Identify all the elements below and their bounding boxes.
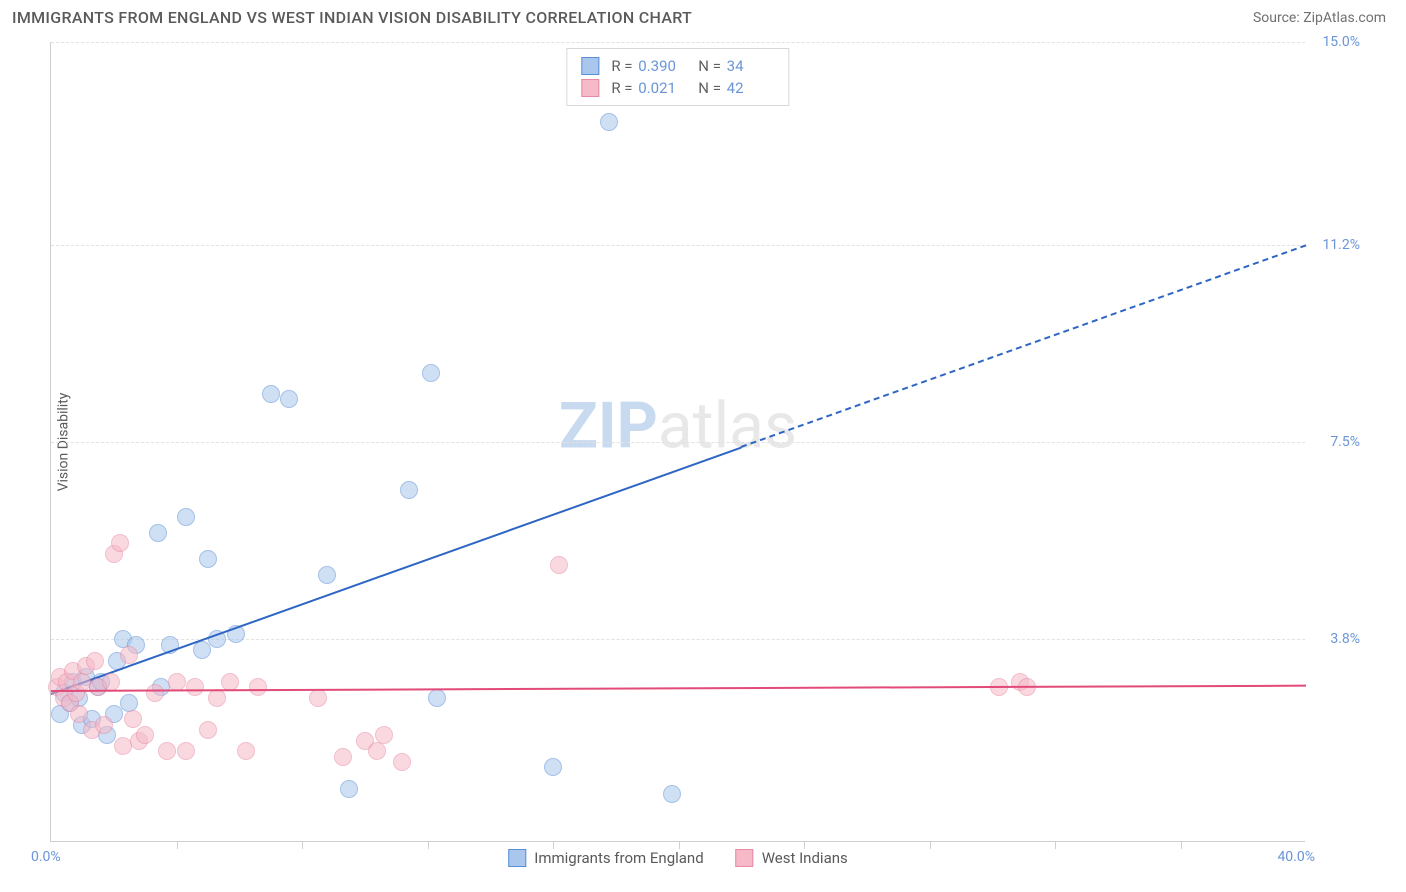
data-point <box>663 785 681 803</box>
legend-item-westindian: West Indians <box>736 849 848 867</box>
correlation-legend: R = 0.390 N = 34 R = 0.021 N = 42 <box>566 48 789 106</box>
gridline <box>51 42 1305 43</box>
gridline <box>51 245 1305 246</box>
n-value-england: 34 <box>727 57 775 75</box>
data-point <box>280 390 298 408</box>
x-tick <box>1055 841 1056 849</box>
data-point <box>120 646 138 664</box>
r-value-england: 0.390 <box>638 57 686 75</box>
trendline <box>51 446 742 694</box>
scatter-plot: ZIPatlas R = 0.390 N = 34 R = 0.021 N = … <box>50 42 1305 842</box>
r-label: R = <box>611 57 632 75</box>
n-value-westindian: 42 <box>727 79 775 97</box>
swatch-england <box>581 57 599 75</box>
gridline <box>51 442 1305 443</box>
x-tick <box>930 841 931 849</box>
chart-source: Source: ZipAtlas.com <box>1253 10 1386 26</box>
x-tick <box>553 841 554 849</box>
n-label: N = <box>698 57 721 75</box>
data-point <box>158 742 176 760</box>
legend-label-westindian: West Indians <box>762 849 848 867</box>
x-tick <box>804 841 805 849</box>
data-point <box>309 689 327 707</box>
x-tick <box>177 841 178 849</box>
x-tick <box>679 841 680 849</box>
data-point <box>136 726 154 744</box>
data-point <box>177 508 195 526</box>
data-point <box>544 758 562 776</box>
data-point <box>199 721 217 739</box>
swatch-westindian <box>736 849 754 867</box>
data-point <box>400 481 418 499</box>
chart-title: IMMIGRANTS FROM ENGLAND VS WEST INDIAN V… <box>12 8 692 27</box>
y-tick-label: 7.5% <box>1330 434 1360 450</box>
data-point <box>199 550 217 568</box>
data-point <box>111 534 129 552</box>
r-label: R = <box>611 79 632 97</box>
data-point <box>334 748 352 766</box>
data-point <box>600 113 618 131</box>
data-point <box>102 673 120 691</box>
data-point <box>368 742 386 760</box>
legend-row-westindian: R = 0.021 N = 42 <box>581 77 774 99</box>
data-point <box>393 753 411 771</box>
watermark-prefix: ZIP <box>559 388 658 463</box>
data-point <box>550 556 568 574</box>
legend-label-england: Immigrants from England <box>534 849 703 867</box>
data-point <box>70 705 88 723</box>
x-tick <box>1181 841 1182 849</box>
y-tick-label: 11.2% <box>1322 237 1360 253</box>
trendline <box>741 245 1306 448</box>
legend-row-england: R = 0.390 N = 34 <box>581 55 774 77</box>
r-value-westindian: 0.021 <box>638 79 686 97</box>
data-point <box>86 652 104 670</box>
x-axis-max-label: 40.0% <box>1277 849 1315 865</box>
chart-header: IMMIGRANTS FROM ENGLAND VS WEST INDIAN V… <box>0 0 1406 31</box>
data-point <box>318 566 336 584</box>
swatch-westindian <box>581 79 599 97</box>
chart-area: Vision Disability ZIPatlas R = 0.390 N =… <box>50 42 1340 842</box>
data-point <box>208 689 226 707</box>
y-tick-label: 15.0% <box>1322 34 1360 50</box>
x-tick <box>302 841 303 849</box>
data-point <box>177 742 195 760</box>
data-point <box>262 385 280 403</box>
x-tick <box>428 841 429 849</box>
data-point <box>146 684 164 702</box>
data-point <box>186 678 204 696</box>
data-point <box>340 780 358 798</box>
y-tick-label: 3.8% <box>1330 631 1360 647</box>
data-point <box>428 689 446 707</box>
trendline <box>51 685 1306 692</box>
data-point <box>95 716 113 734</box>
data-point <box>249 678 267 696</box>
data-point <box>193 641 211 659</box>
data-point <box>375 726 393 744</box>
data-point <box>422 364 440 382</box>
data-point <box>124 710 142 728</box>
data-point <box>149 524 167 542</box>
data-point <box>168 673 186 691</box>
series-legend: Immigrants from England West Indians <box>508 849 848 867</box>
swatch-england <box>508 849 526 867</box>
x-axis-min-label: 0.0% <box>31 849 61 865</box>
data-point <box>237 742 255 760</box>
legend-item-england: Immigrants from England <box>508 849 703 867</box>
n-label: N = <box>698 79 721 97</box>
watermark: ZIPatlas <box>559 388 797 463</box>
